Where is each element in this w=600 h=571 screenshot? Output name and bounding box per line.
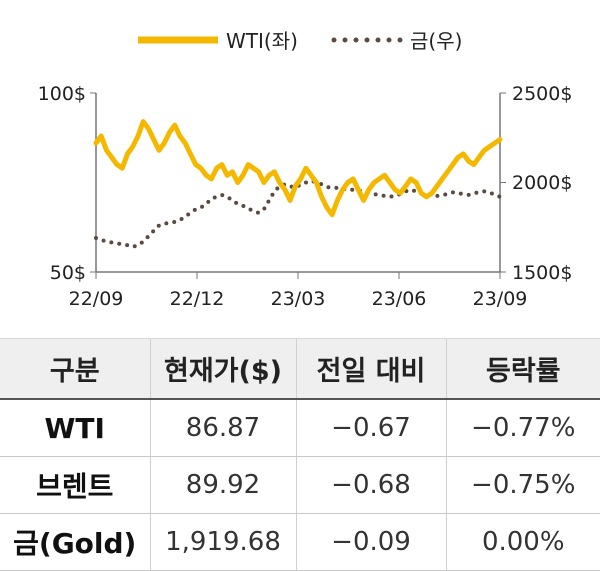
y-left-tick-label: 50$: [50, 262, 86, 284]
cell-price: 1,919.68: [149, 513, 296, 571]
series-layer: [93, 119, 503, 249]
header-rate: 등락률: [445, 338, 600, 400]
table-header-row: 구분 현재가($) 전일 대비 등락률: [0, 338, 600, 400]
legend-label-wti: WTI(좌): [226, 29, 298, 53]
price-table: 구분 현재가($) 전일 대비 등락률 WTI 86.87 −0.67 −0.7…: [0, 338, 600, 571]
x-tick-label: 23/06: [372, 288, 427, 310]
y-right-tick-label: 2500$: [512, 83, 572, 105]
cell-rate: −0.77%: [445, 399, 600, 457]
table-row: 브렌트 89.92 −0.68 −0.75%: [0, 456, 600, 514]
y-left-tick-label: 100$: [38, 83, 86, 105]
x-tick-label: 22/12: [170, 288, 225, 310]
y-right-tick-label: 2000$: [512, 172, 572, 194]
row-label: 금(Gold): [0, 513, 150, 571]
cell-change: −0.09: [295, 513, 446, 571]
chart-area: WTI(좌) 금(우) 100$ 50$ 2500$ 2000$ 1500$ 2…: [38, 29, 573, 310]
cell-price: 89.92: [149, 456, 296, 514]
cell-rate: −0.75%: [445, 456, 600, 514]
series-line-wti: [93, 119, 503, 218]
y-right-tick-label: 1500$: [512, 262, 572, 284]
cell-change: −0.67: [295, 399, 446, 457]
cell-price: 86.87: [149, 399, 296, 457]
header-price: 현재가($): [149, 338, 296, 400]
table-row: WTI 86.87 −0.67 −0.77%: [0, 399, 600, 457]
cell-change: −0.68: [295, 456, 446, 514]
row-label: 브렌트: [0, 456, 150, 514]
x-tick-label: 22/09: [69, 288, 124, 310]
x-ticks: 22/09 22/12 23/03 23/06 23/09: [69, 272, 528, 310]
cell-rate: 0.00%: [445, 513, 600, 571]
chart-legend: WTI(좌) 금(우): [138, 29, 462, 53]
chart-axes: 100$ 50$ 2500$ 2000$ 1500$: [38, 83, 573, 284]
x-tick-label: 23/09: [473, 288, 528, 310]
row-label: WTI: [0, 399, 150, 457]
header-change: 전일 대비: [295, 338, 446, 400]
x-tick-label: 23/03: [271, 288, 326, 310]
header-category: 구분: [0, 338, 150, 400]
series-line-gold: [94, 178, 502, 249]
table-row: 금(Gold) 1,919.68 −0.09 0.00%: [0, 513, 600, 571]
legend-label-gold: 금(우): [410, 29, 462, 53]
